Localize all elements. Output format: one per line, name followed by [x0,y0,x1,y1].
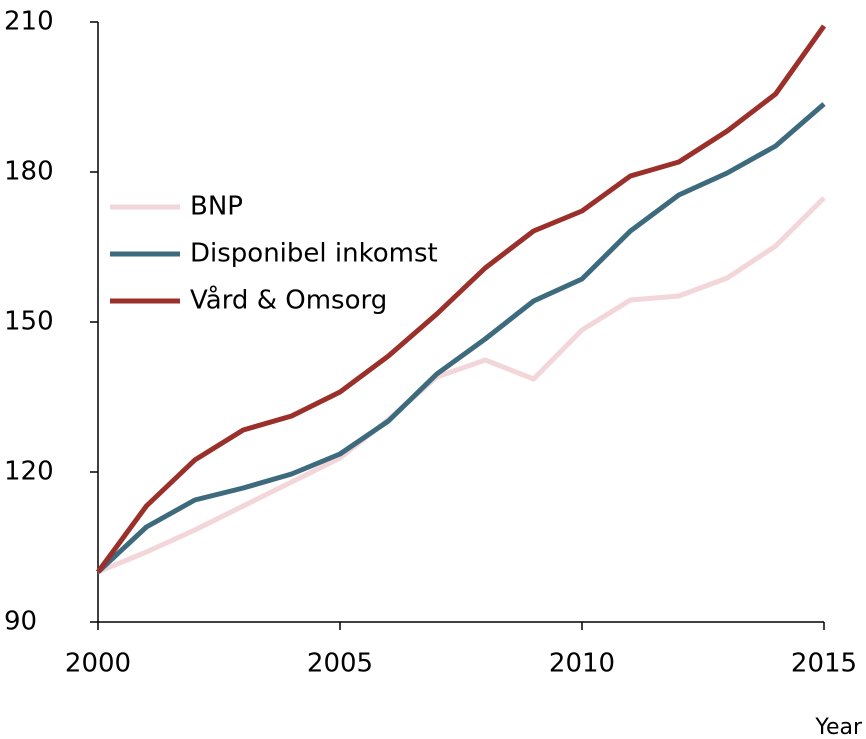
series-line [95,24,827,574]
legend-label: BNP [190,192,243,222]
legend-label: Disponibel inkomst [190,239,438,269]
x-tick-label: 2015 [791,649,857,679]
series-line [97,196,826,575]
x-tick-label: 2010 [549,649,615,679]
legend-label: Vård & Omsorg [190,285,387,316]
x-axis-label: Year [814,715,863,739]
y-tick-label: 180 [4,157,54,187]
y-tick-label: 210 [4,7,54,37]
y-tick-label: 120 [4,457,54,487]
y-tick-label: 90 [4,607,37,637]
y-tick-label: 150 [4,307,54,337]
x-tick-label: 2005 [307,649,373,679]
series-line [96,102,826,574]
x-tick-label: 2000 [65,649,131,679]
